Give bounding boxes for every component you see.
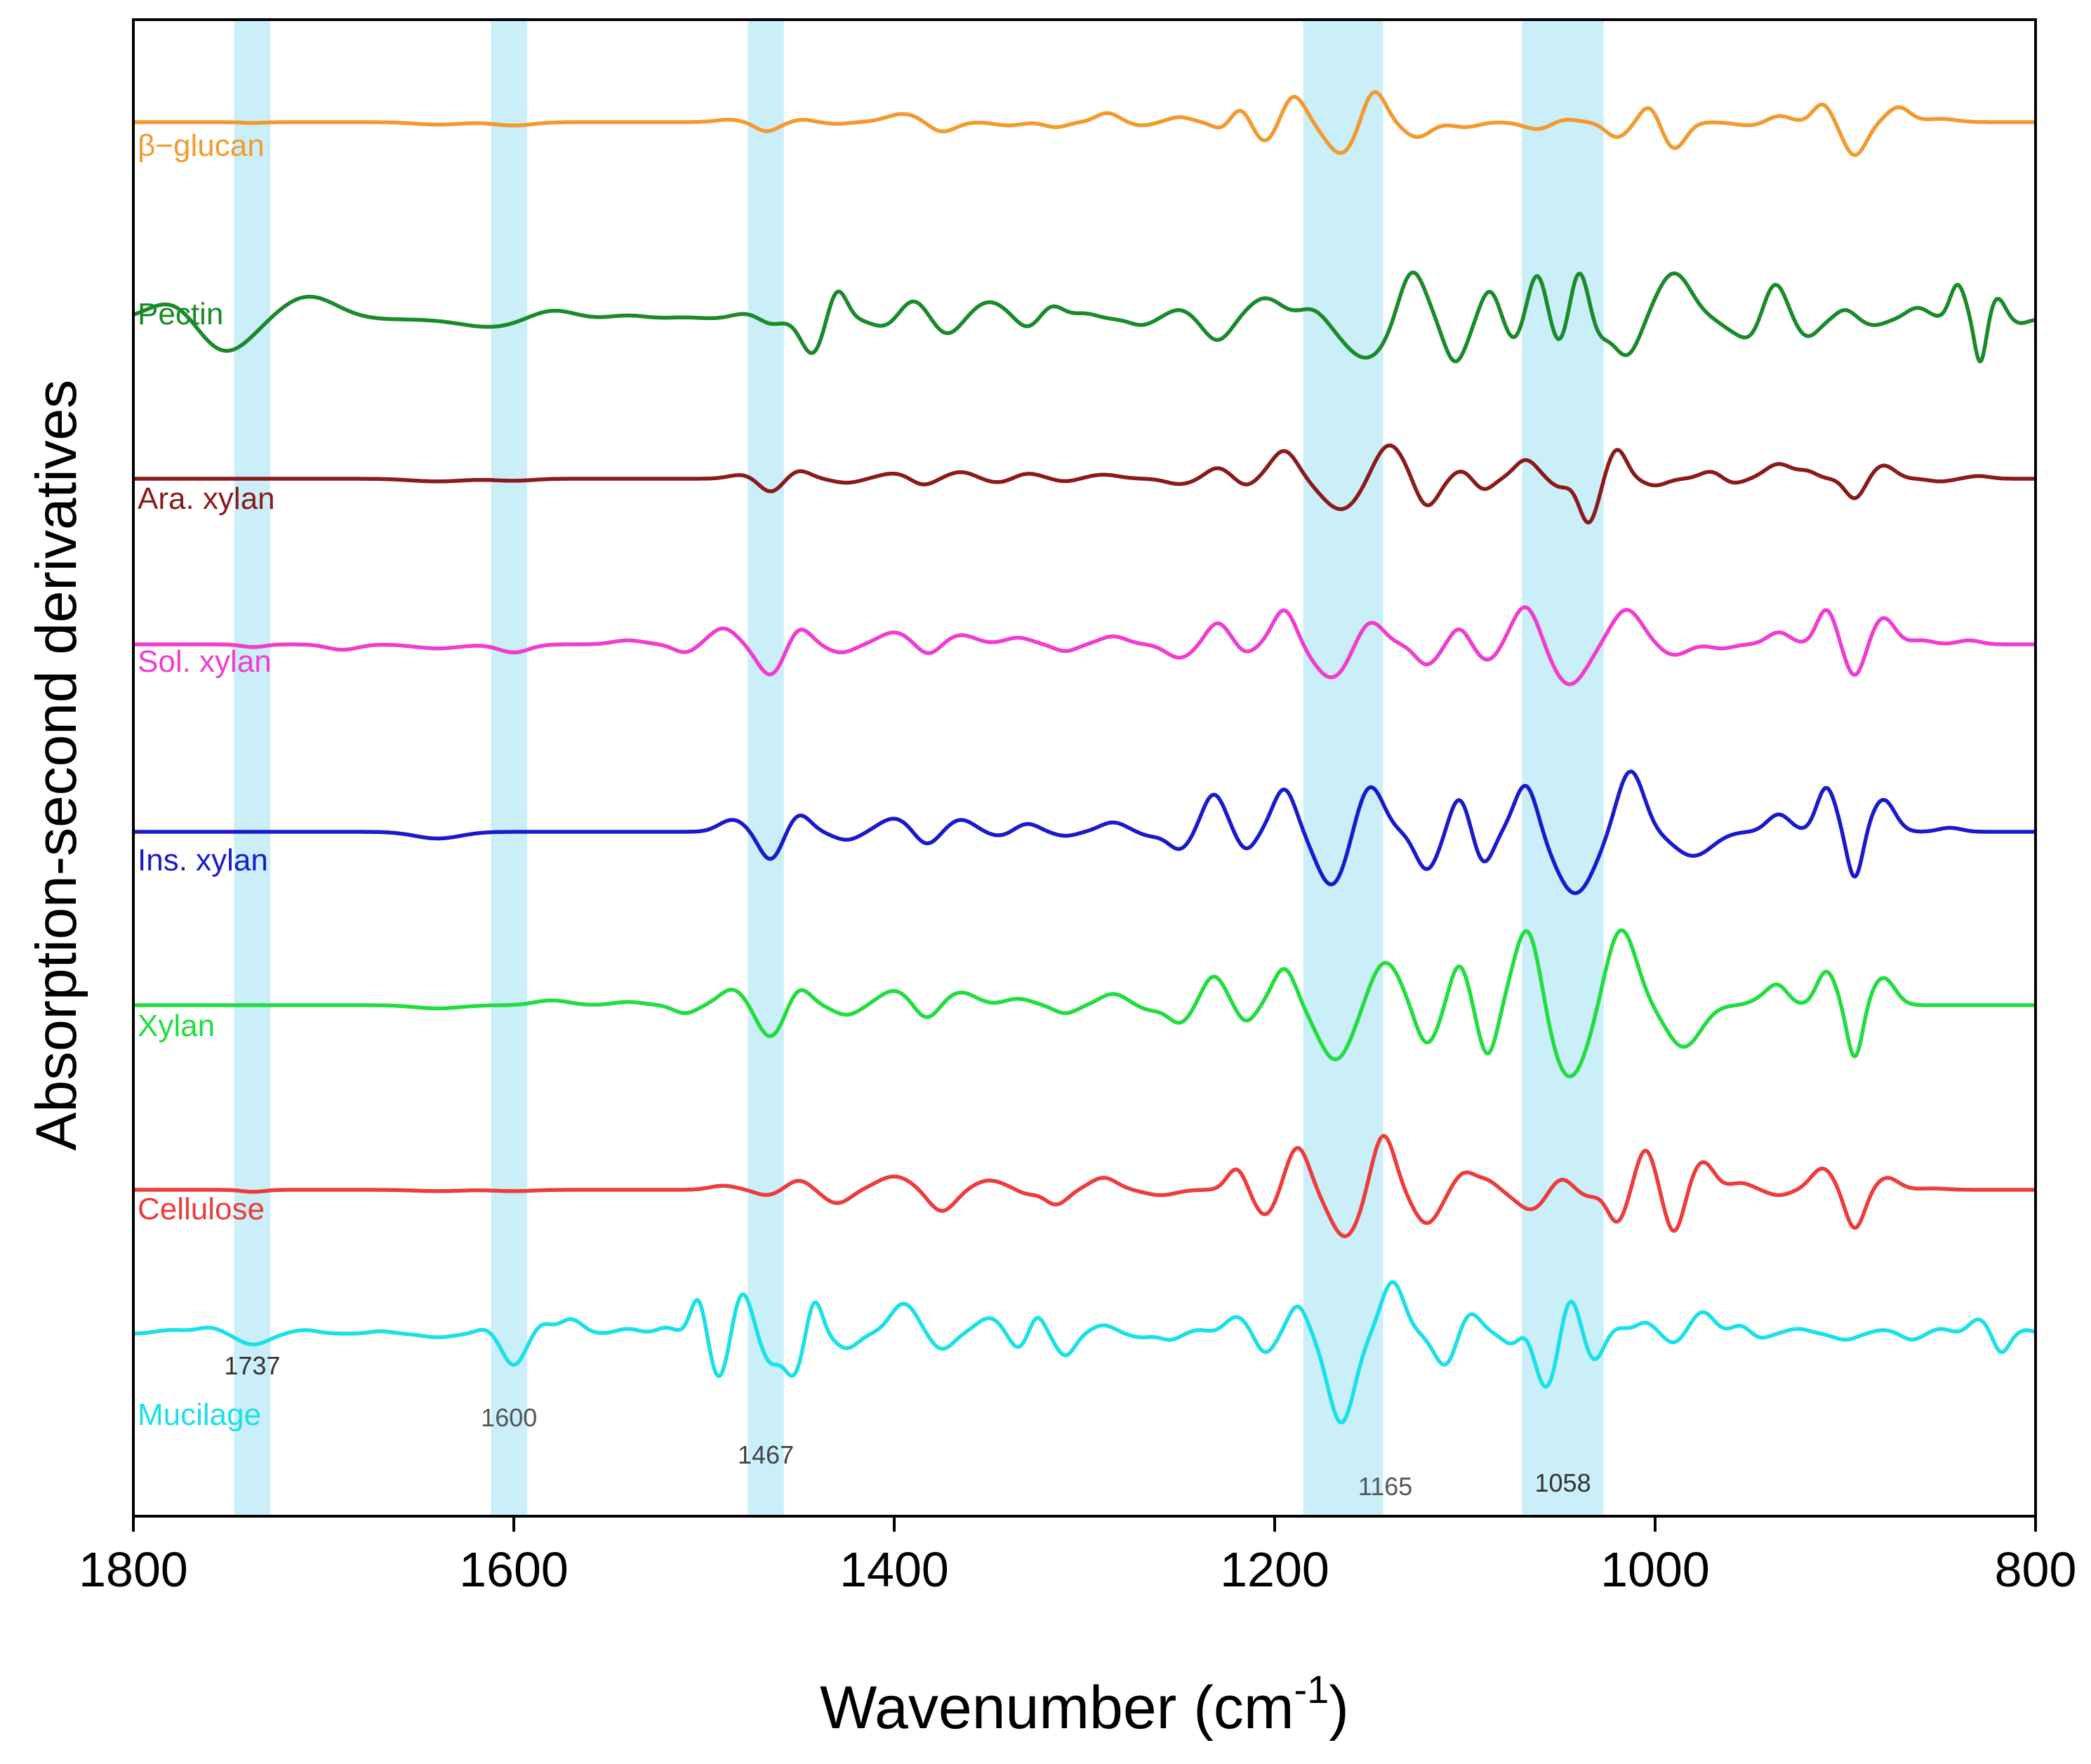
series-line-mucilage — [132, 1280, 2037, 1425]
x-tick-label-1200: 1200 — [1220, 1542, 1329, 1597]
series-line-glucan — [132, 90, 2037, 157]
band-1165 — [1303, 20, 1383, 1516]
x-axis-label: Wavenumber (cm-1) — [820, 1667, 1349, 1742]
x-tick-label-1400: 1400 — [839, 1542, 949, 1597]
series-label-ara-xylan: Ara. xylan — [138, 482, 275, 516]
series-line-pectin — [132, 270, 2037, 364]
series-line-cellulose — [132, 1134, 2037, 1238]
series-label-glucan: β−glucan — [138, 128, 265, 163]
series-labels: β−glucan Pectin Ara. xylan Sol. xylan Ins. x… — [138, 128, 275, 1432]
series-label-pectin: Pectin — [138, 297, 223, 331]
band-label-1737: 1737 — [224, 1351, 280, 1380]
series-line-sol-xylan — [132, 605, 2037, 687]
series-label-mucilage: Mucilage — [138, 1398, 261, 1432]
series-label-cellulose: Cellulose — [138, 1192, 265, 1226]
series-line-ara-xylan — [132, 443, 2037, 525]
series-line-xylan — [132, 928, 2037, 1079]
x-axis-ticks: 1800 1600 1400 1200 1000 800 — [79, 1516, 2076, 1597]
band-label-1165: 1165 — [1358, 1472, 1412, 1501]
x-tick-label-1600: 1600 — [459, 1542, 569, 1597]
band-label-1467: 1467 — [738, 1440, 794, 1469]
band-label-1600: 1600 — [481, 1403, 537, 1432]
series-line-ins-xylan — [132, 769, 2037, 896]
band-1600 — [491, 20, 527, 1516]
series-lines — [132, 90, 2037, 1425]
series-label-ins-xylan: Ins. xylan — [138, 843, 268, 877]
y-axis-label: Absorption-second derivatives — [25, 380, 88, 1150]
x-tick-label-1000: 1000 — [1600, 1542, 1710, 1597]
x-axis-label-main: Wavenumber (cm — [820, 1674, 1294, 1742]
band-labels: 1737 1600 1467 1165 1058 — [224, 1351, 1591, 1501]
band-1058 — [1522, 20, 1604, 1516]
series-label-xylan: Xylan — [138, 1009, 215, 1043]
highlight-bands — [234, 20, 1604, 1516]
band-label-1058: 1058 — [1535, 1468, 1591, 1497]
x-tick-label-1800: 1800 — [79, 1542, 188, 1597]
plot-frame — [132, 18, 2037, 1518]
x-axis-label-close: ) — [1329, 1674, 1349, 1742]
band-1737 — [234, 20, 271, 1516]
x-axis-label-superscript: -1 — [1294, 1667, 1329, 1711]
band-1467 — [748, 20, 784, 1516]
x-tick-label-800: 800 — [1995, 1542, 2077, 1597]
series-label-sol-xylan: Sol. xylan — [138, 644, 272, 679]
